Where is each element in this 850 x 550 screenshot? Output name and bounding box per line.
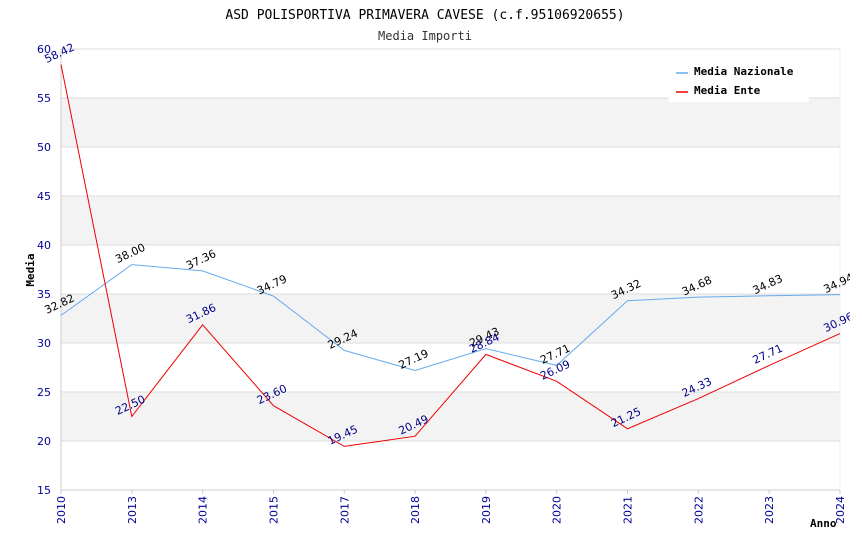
y-axis-label: Media: [24, 253, 37, 286]
y-tick-label: 45: [37, 190, 51, 203]
axes: 15 20 25 30 35 40 45 50 55 60 2010 2013 2014 2015 2017…: [37, 43, 847, 524]
y-tick-label: 25: [37, 386, 51, 399]
legend-label-media-nazionale: Media Nazionale: [694, 65, 794, 78]
grid-lines: [61, 48, 840, 491]
x-tick-label: 2017: [338, 496, 351, 524]
chart-subtitle: Media Importi: [378, 29, 472, 43]
x-tick-label: 2015: [267, 496, 280, 524]
x-tick-label: 2020: [551, 496, 564, 524]
y-tick-label: 20: [37, 435, 51, 448]
grid-band: [61, 98, 840, 147]
y-tick-label: 60: [37, 43, 51, 56]
x-tick-label: 2018: [409, 496, 422, 524]
series-line-media-ente: [60, 64, 841, 447]
grid-band: [61, 294, 840, 343]
legend: Media Nazionale Media Ente: [669, 58, 809, 102]
series-lines: [60, 64, 841, 447]
chart-title: ASD POLISPORTIVA PRIMAVERA CAVESE (c.f.9…: [225, 8, 624, 23]
y-tick-label: 40: [37, 239, 51, 252]
x-tick-label: 2023: [763, 496, 776, 524]
data-label-media-nazionale: 34.83: [751, 272, 785, 297]
x-axis-label: Anno: [810, 517, 837, 530]
grid-band: [61, 392, 840, 441]
x-tick-label: 2014: [197, 496, 210, 524]
x-tick-label: 2021: [622, 496, 635, 524]
y-tick-label: 55: [37, 92, 51, 105]
data-label-media-nazionale: 37.36: [184, 247, 218, 272]
grid-band: [61, 196, 840, 245]
x-tick-label: 2010: [55, 496, 68, 524]
series-line-media-nazionale: [60, 264, 841, 372]
legend-label-media-ente: Media Ente: [694, 84, 761, 97]
x-tick-label: 2019: [480, 496, 493, 524]
x-tick-label: 2024: [834, 496, 847, 524]
data-label-media-nazionale: 34.94: [821, 271, 850, 296]
data-label-media-nazionale: 27.19: [397, 347, 431, 372]
legend-box: [669, 58, 809, 102]
y-tick-label: 35: [37, 288, 51, 301]
y-tick-label: 50: [37, 141, 51, 154]
y-tick-label: 30: [37, 337, 51, 350]
background-bands: [61, 98, 840, 441]
data-label-media-ente: 27.71: [751, 342, 785, 367]
x-tick-label: 2022: [692, 496, 705, 524]
y-tick-label: 15: [37, 484, 51, 497]
x-tick-label: 2013: [126, 496, 139, 524]
